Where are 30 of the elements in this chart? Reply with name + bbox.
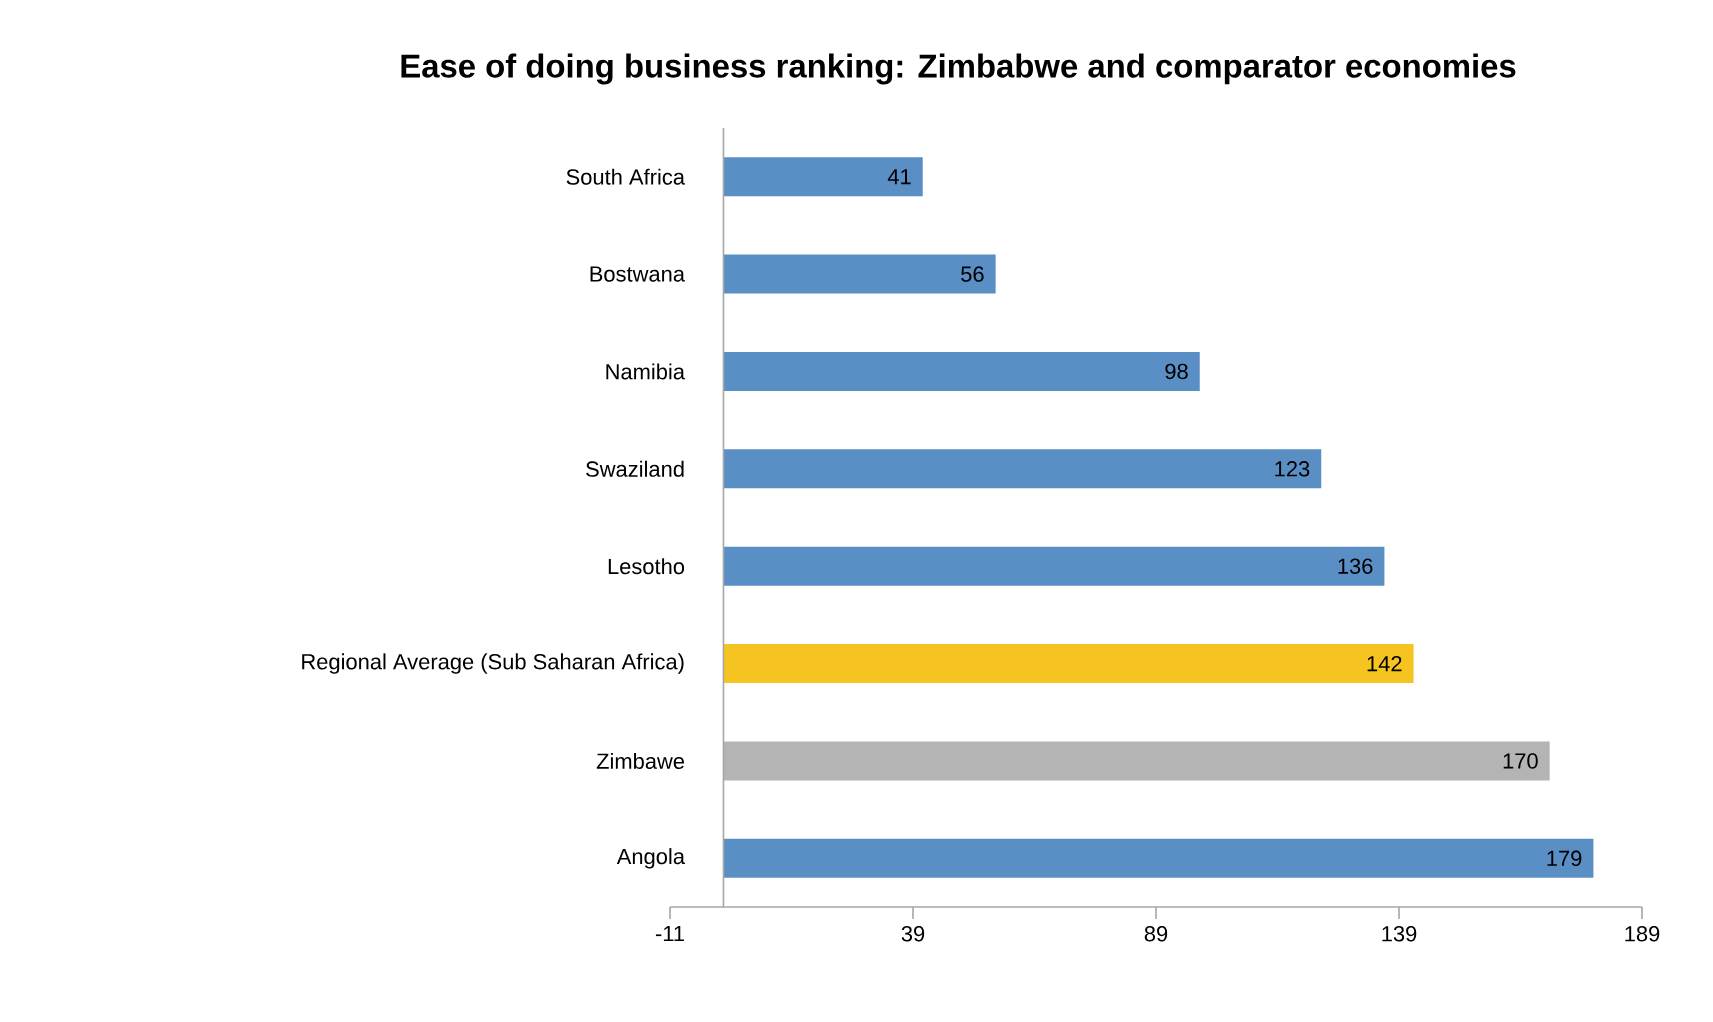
y-tick-label: Swaziland [586, 460, 684, 477]
x-tick-label: 139 [1382, 926, 1417, 942]
y-tick-label: Namibia [606, 363, 685, 380]
data-label: 170 [1503, 753, 1538, 769]
x-tick-label: 39 [901, 926, 925, 942]
bar [723, 741, 1550, 781]
data-label: 41 [887, 169, 911, 185]
data-label: 142 [1367, 655, 1402, 672]
data-label: 98 [1165, 363, 1188, 380]
y-tick-label: Lesotho [608, 558, 685, 575]
data-label: 123 [1275, 461, 1310, 477]
data-label: 179 [1547, 850, 1582, 867]
bar [723, 449, 1322, 489]
bar [723, 351, 1200, 391]
data-label: 136 [1338, 558, 1373, 574]
x-tick-label: 189 [1625, 926, 1660, 942]
x-tick-label: 89 [1144, 926, 1168, 942]
data-label: 56 [961, 266, 984, 282]
chart-title: Ease of doing business ranking: Zimbabwe and comparator economies [401, 53, 1516, 85]
y-tick-label: Zimbawe [596, 752, 685, 769]
y-tick-label: Bostwana [590, 266, 685, 282]
x-tick-label: -11 [655, 926, 684, 942]
bar [723, 838, 1594, 878]
bar [723, 644, 1414, 684]
y-tick-label: Angola [616, 848, 685, 869]
bar [723, 254, 996, 294]
bar [723, 546, 1385, 586]
bar [723, 157, 923, 197]
y-tick-label: South Africa [566, 168, 685, 185]
y-tick-label: Regional Average (Sub Saharan Africa) [302, 653, 684, 674]
